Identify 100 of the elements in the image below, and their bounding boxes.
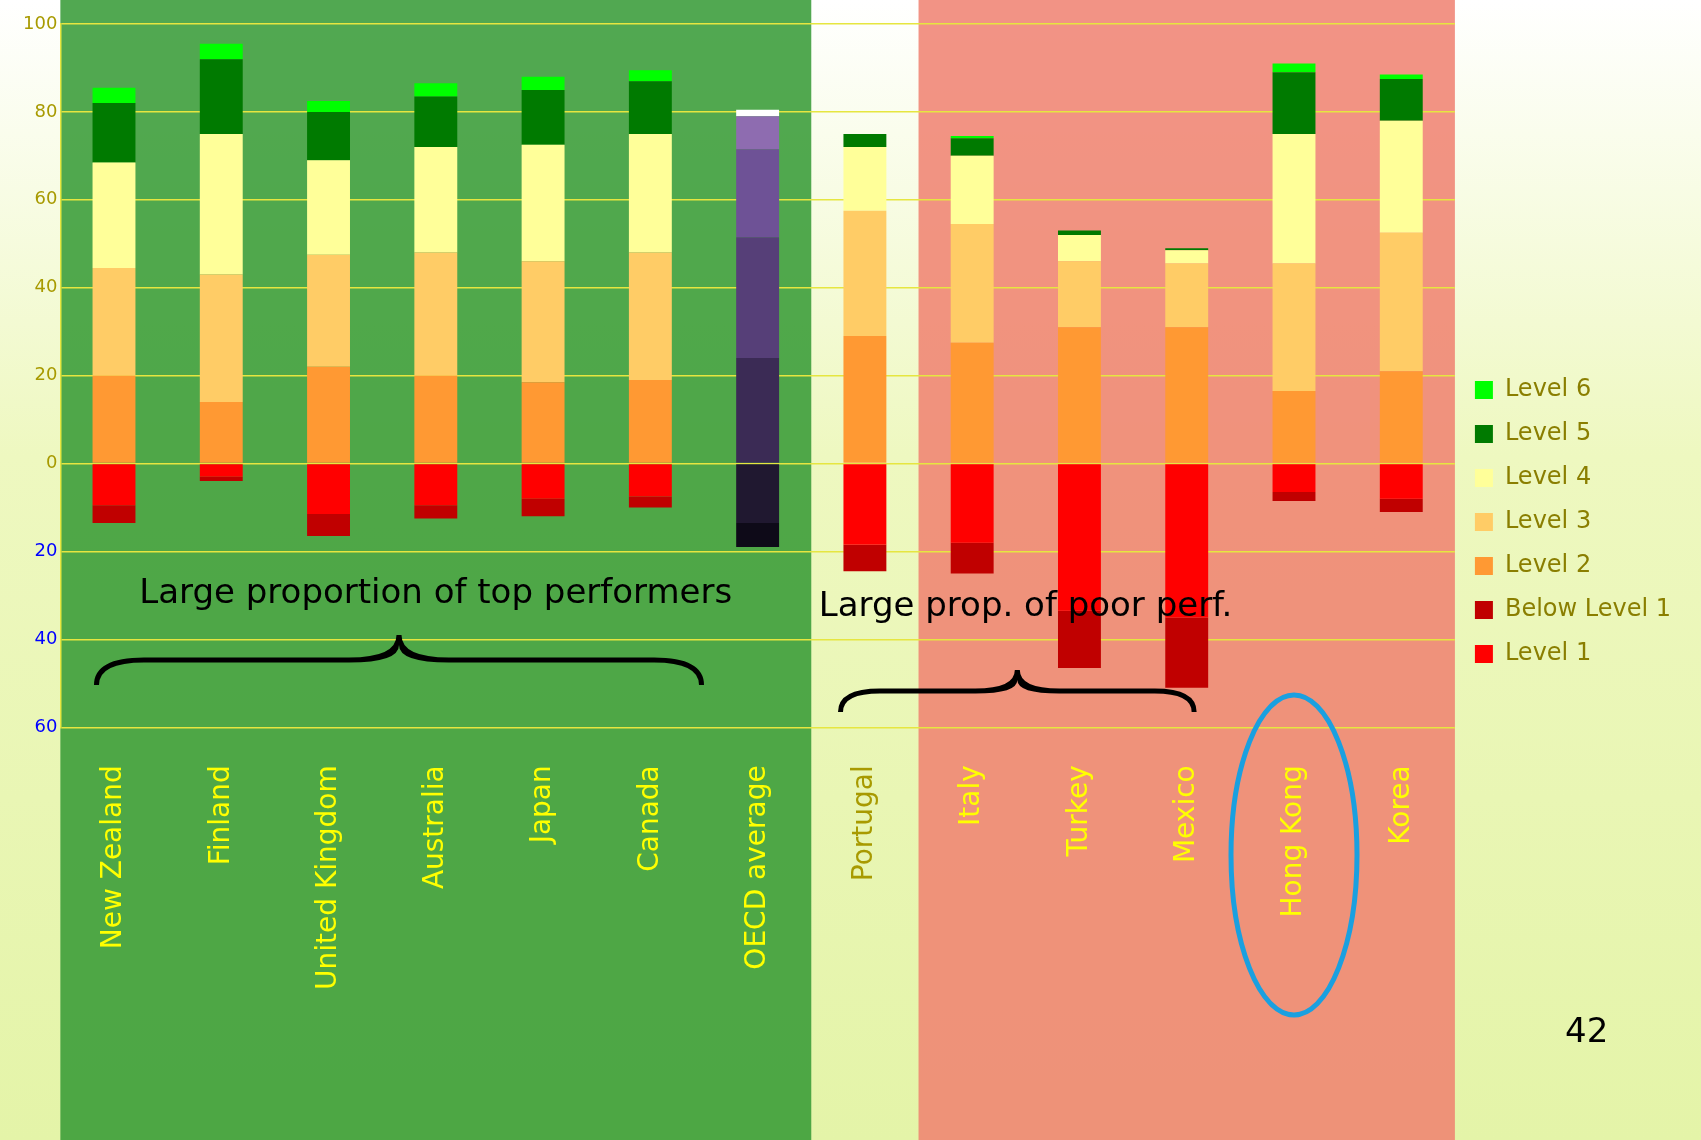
bar [1379, 232, 1423, 372]
bar [521, 89, 565, 145]
bar [628, 496, 672, 508]
bar [92, 162, 136, 268]
bar [521, 76, 565, 90]
bar [521, 144, 565, 262]
bar [307, 160, 350, 255]
x-tick-label: OECD average [738, 765, 772, 970]
bar [843, 544, 887, 572]
bar [92, 267, 136, 376]
x-tick-label: Italy [953, 765, 987, 827]
bar [92, 505, 136, 523]
bar [414, 96, 458, 148]
bar [1272, 492, 1316, 501]
legend-label: Below Level 1 [1504, 594, 1671, 623]
bar [414, 464, 458, 506]
bar [950, 223, 994, 343]
bar [307, 366, 350, 463]
bar [92, 464, 136, 506]
bar [307, 111, 350, 161]
bar [628, 464, 672, 497]
bar [843, 336, 887, 463]
legend-label: Level 2 [1504, 550, 1592, 579]
bar [950, 542, 994, 574]
bar [736, 149, 780, 238]
bar [414, 83, 458, 97]
legend-label: Level 1 [1504, 638, 1592, 667]
bar [628, 133, 672, 253]
annotation: Large proportion of top performers [139, 571, 733, 611]
bar [521, 464, 565, 499]
bar [1272, 133, 1316, 264]
bar [1165, 250, 1209, 264]
bar [628, 252, 672, 381]
bar [1165, 263, 1209, 328]
bar [950, 342, 994, 463]
bar [414, 375, 458, 463]
bar [414, 505, 458, 519]
bar [1165, 248, 1209, 251]
bar [736, 109, 780, 117]
y-tick-label: 60 [34, 187, 58, 209]
y-tick-label: 100 [23, 11, 58, 33]
x-tick-label: Turkey [1060, 765, 1094, 858]
bar [92, 87, 136, 104]
bar [843, 133, 887, 148]
bar [1058, 261, 1101, 328]
bar [843, 147, 887, 211]
bar [307, 100, 350, 112]
bar [307, 514, 350, 537]
bar [92, 375, 136, 463]
bar [736, 358, 780, 463]
bar [1272, 263, 1316, 392]
y-tick-label: 20 [34, 363, 58, 385]
bar [950, 464, 994, 543]
bar [521, 498, 565, 517]
legend-label: Level 4 [1504, 462, 1592, 491]
bar [843, 210, 887, 337]
bar [950, 155, 994, 224]
bar [1058, 234, 1101, 262]
y-tick-label: 40 [34, 275, 58, 297]
x-tick-label: Portugal [846, 765, 880, 882]
bar [1165, 327, 1209, 463]
y-tick-label: 40 [34, 627, 58, 649]
bar [199, 43, 243, 60]
bar [521, 261, 565, 383]
x-tick-label: Australia [417, 765, 451, 890]
bar [628, 70, 672, 82]
bar [1272, 72, 1316, 134]
bar [307, 254, 350, 367]
y-tick-label: 0 [45, 451, 58, 473]
x-tick-label: Korea [1382, 765, 1416, 845]
bar [1272, 464, 1316, 493]
bar [628, 81, 672, 134]
bar [950, 138, 994, 156]
bar [736, 116, 780, 150]
bar [1379, 371, 1423, 463]
x-tick-label: Canada [631, 765, 665, 872]
bar [1379, 78, 1423, 121]
bar [1379, 464, 1423, 499]
bar [307, 464, 350, 515]
bar [736, 522, 780, 548]
bar [950, 136, 994, 139]
bar [736, 237, 780, 359]
bar [199, 274, 243, 402]
legend-label: Level 5 [1504, 418, 1592, 447]
text: 42 [1565, 1010, 1609, 1050]
y-tick-label: 80 [34, 99, 58, 121]
x-tick-label: United Kingdom [309, 765, 343, 991]
bar [628, 380, 672, 463]
x-tick-label: Mexico [1168, 765, 1202, 864]
y-tick-label: 20 [34, 539, 58, 561]
bar [843, 464, 887, 545]
bar [1272, 391, 1316, 463]
bar [199, 464, 243, 477]
y-tick-label: 60 [34, 714, 58, 736]
bar [414, 147, 458, 253]
legend-label: Level 3 [1504, 506, 1592, 535]
bar [521, 382, 565, 463]
bar [736, 464, 780, 523]
bar [199, 133, 243, 275]
bar [1058, 327, 1101, 463]
